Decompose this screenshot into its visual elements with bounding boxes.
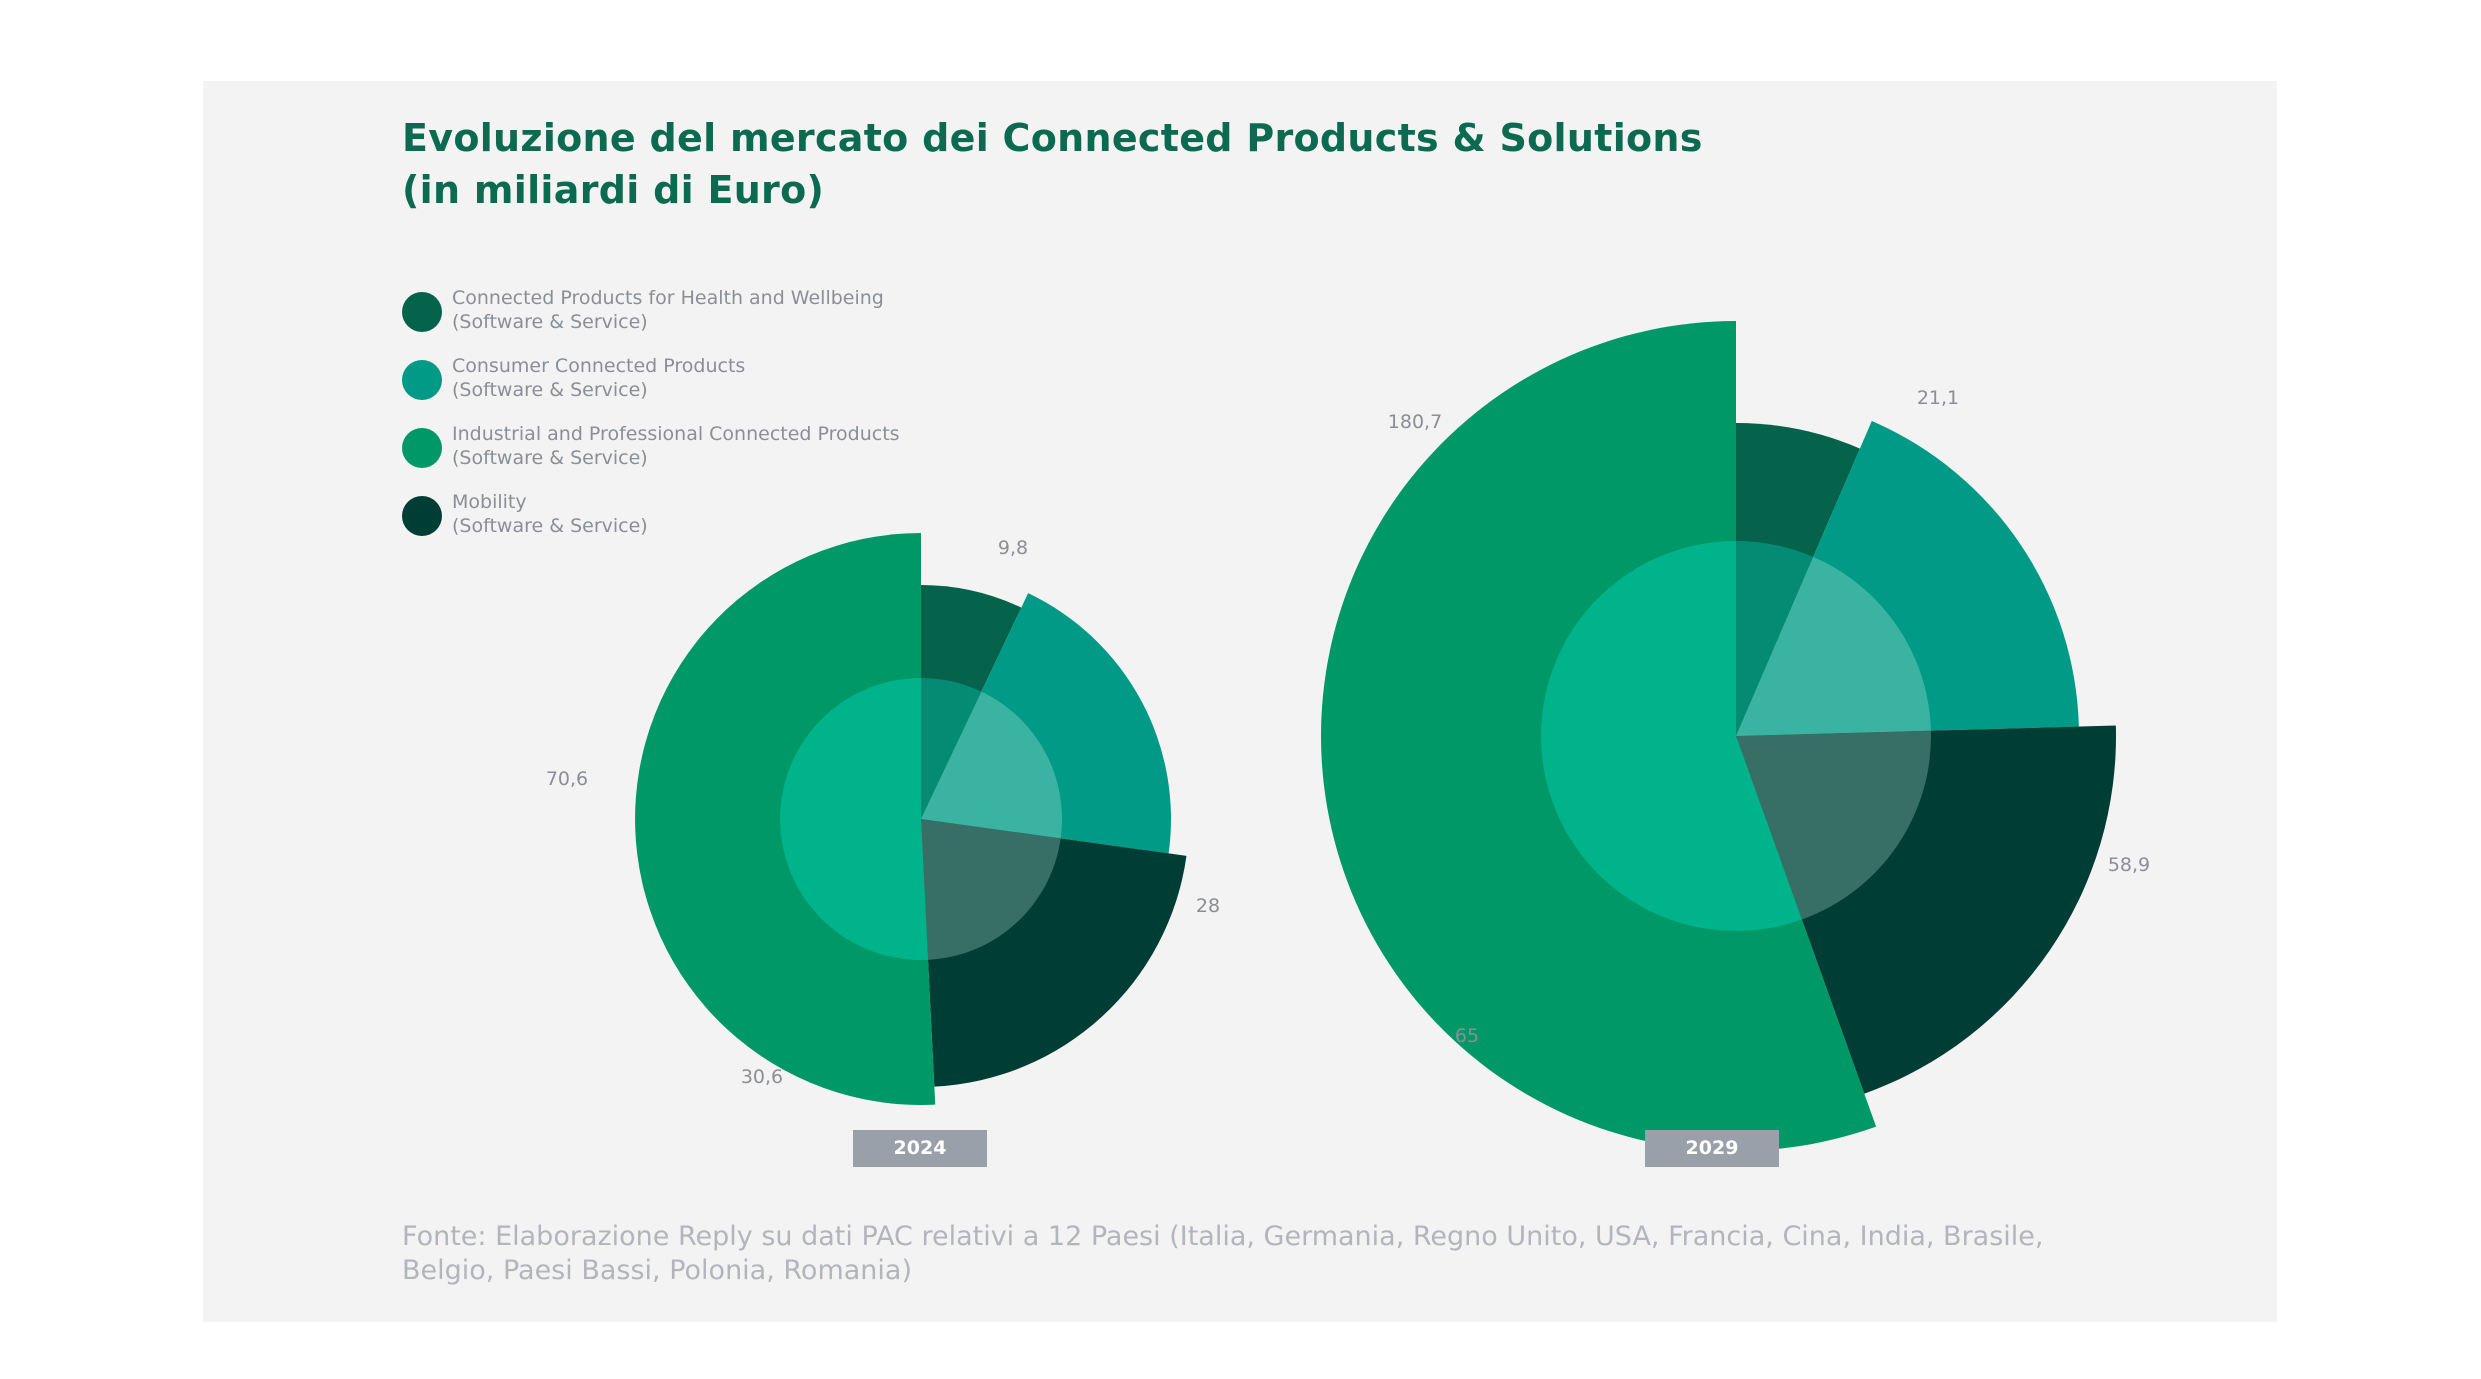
- legend-label-mobility-line-2: (Software & Service): [452, 515, 648, 537]
- legend-label-industrial-line-2: (Software & Service): [452, 447, 648, 469]
- year-badge-2024: 2024: [853, 1130, 987, 1167]
- value-label-industrial-2024: 70,6: [546, 768, 588, 790]
- source-note: Fonte: Elaborazione Reply su dati PAC re…: [402, 1220, 2162, 1288]
- source-note-line-1: Fonte: Elaborazione Reply su dati PAC re…: [402, 1221, 2044, 1252]
- legend-label-consumer-line-2: (Software & Service): [452, 379, 648, 401]
- legend-swatch-mobility: [402, 496, 442, 536]
- chart-title-line-2: (in miliardi di Euro): [402, 168, 825, 212]
- value-label-consumer-2029: 58,9: [2108, 854, 2150, 876]
- inner-slice-consumer-2029: [1736, 556, 1931, 736]
- value-label-mobility-2029: 65: [1455, 1025, 1479, 1047]
- legend-label-industrial: Industrial and Professional Connected Pr…: [452, 422, 900, 470]
- legend-label-mobility: Mobility (Software & Service): [452, 490, 648, 538]
- year-badge-2029: 2029: [1645, 1130, 1779, 1167]
- inner-slice-industrial-2024: [780, 678, 929, 960]
- value-label-consumer-2024: 28: [1196, 895, 1220, 917]
- inner-slice-mobility-2029: [1736, 730, 1932, 920]
- source-note-line-2: Belgio, Paesi Bassi, Polonia, Romania): [402, 1255, 912, 1286]
- legend-label-consumer-line-1: Consumer Connected Products: [452, 355, 746, 377]
- inner-slice-consumer-2024: [921, 691, 1062, 839]
- legend-swatch-industrial: [402, 428, 442, 468]
- value-label-health-2024: 9,8: [998, 537, 1028, 559]
- inner-slice-mobility-2024: [921, 819, 1061, 960]
- legend-swatch-consumer: [402, 360, 442, 400]
- legend-label-health: Connected Products for Health and Wellbe…: [452, 286, 884, 334]
- value-label-health-2029: 21,1: [1917, 387, 1959, 409]
- inner-slice-industrial-2029: [1540, 541, 1802, 931]
- legend-label-consumer: Consumer Connected Products (Software & …: [452, 354, 745, 402]
- legend-swatch-health: [402, 292, 442, 332]
- value-label-mobility-2024: 30,6: [741, 1066, 783, 1088]
- legend-label-health-line-1: Connected Products for Health and Wellbe…: [452, 287, 884, 309]
- inner-slice-health-2029: [1736, 541, 1814, 736]
- chart-title-line-1: Evoluzione del mercato dei Connected Pro…: [402, 116, 1703, 160]
- legend-label-mobility-line-1: Mobility: [452, 491, 527, 513]
- legend-label-industrial-line-1: Industrial and Professional Connected Pr…: [452, 423, 900, 445]
- value-label-industrial-2029: 180,7: [1388, 411, 1442, 433]
- chart-title: Evoluzione del mercato dei Connected Pro…: [402, 112, 2002, 216]
- legend-label-health-line-2: (Software & Service): [452, 311, 648, 333]
- inner-slice-health-2024: [921, 678, 982, 819]
